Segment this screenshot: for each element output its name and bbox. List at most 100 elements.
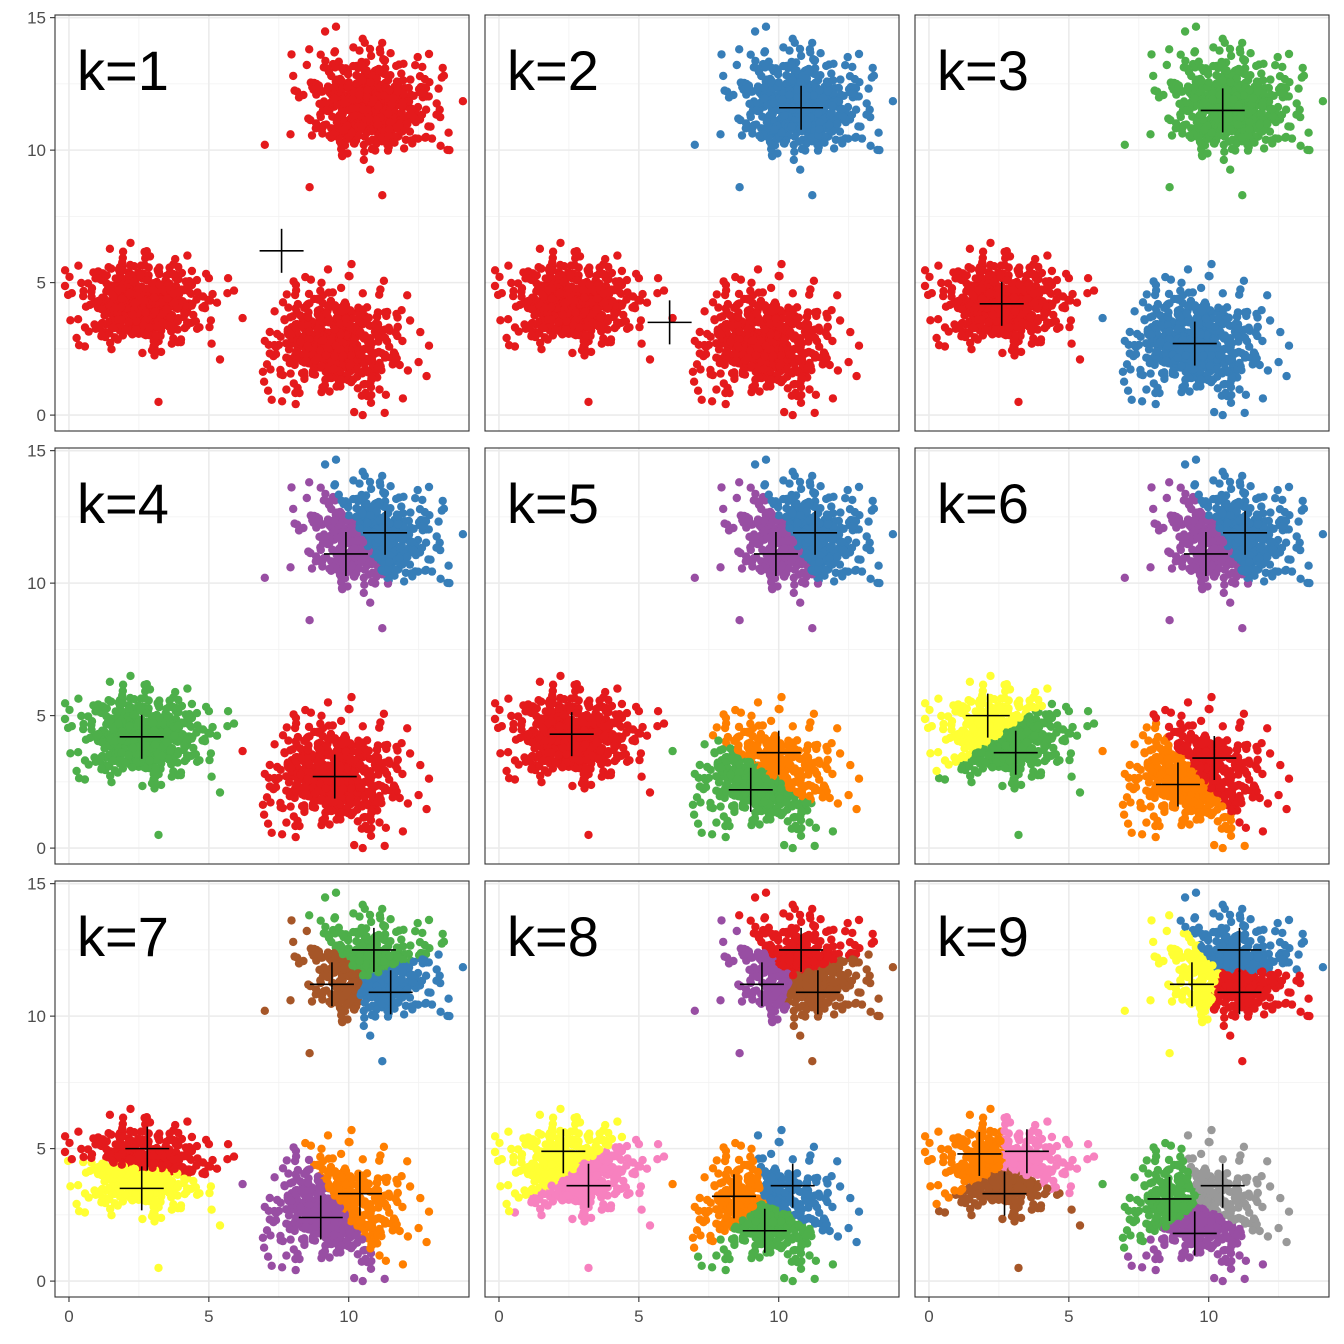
data-point-red [754,302,762,310]
data-point-red [125,271,133,279]
data-point-red [1066,296,1074,304]
data-point-red [1009,286,1017,294]
data-point-red [571,308,579,316]
data-point-red [74,315,82,323]
data-point-red [544,274,552,282]
data-point-red [712,385,720,393]
data-point-red [524,274,532,282]
data-point-red [224,274,232,282]
data-point-red [725,389,733,397]
data-point-red [66,316,74,324]
data-point-blue [1165,290,1173,298]
data-point-red [1018,319,1026,327]
data-point-red [308,131,316,139]
data-point-red [94,297,102,305]
data-point-red [392,62,400,70]
data-point-red [188,267,196,275]
data-point-red [628,303,636,311]
data-point-red [548,295,556,303]
data-point-red [964,263,972,271]
data-point-red [769,352,777,360]
data-point-red [1000,261,1008,269]
data-point-blue [820,139,828,147]
data-point-red [934,315,942,323]
data-point-blue [780,139,788,147]
data-point-red [325,132,333,140]
data-point-red [205,274,213,282]
data-point-red [75,341,83,349]
data-point-red [266,349,274,357]
data-point-red [358,61,366,69]
data-point-red [921,282,929,290]
data-point-red [283,290,291,298]
data-point-red [798,339,806,347]
data-point-blue [762,23,770,31]
data-point-red [811,308,819,316]
data-point-red [1028,340,1036,348]
data-point-red [1065,274,1073,282]
data-point-red [368,145,376,153]
data-point-blue [1152,281,1160,289]
data-point-red [367,374,375,382]
data-point-red [646,355,654,363]
data-point-red [498,289,506,297]
data-point-red [74,262,82,270]
data-point-red [753,309,761,317]
data-point-red [504,315,512,323]
data-point-red [366,166,374,174]
data-point-red [598,340,606,348]
data-point-red [319,336,327,344]
data-point-red [722,347,730,355]
data-point-red [324,302,332,310]
data-point-blue [1285,342,1293,350]
y-tick-label: 0 [37,406,46,425]
data-point-red [549,248,557,256]
data-point-red [705,341,713,349]
data-point-red [787,351,795,359]
data-point-red [368,339,376,347]
data-point-red [406,75,414,83]
data-point-red [289,72,297,80]
data-point-blue [1119,368,1127,376]
data-point-red [331,325,339,333]
data-point-red [570,261,578,269]
data-point-red [737,276,745,284]
data-point-red [375,324,383,332]
data-point-red [384,109,392,117]
data-point-red [389,360,397,368]
data-point-red [556,239,564,247]
data-point-red [357,351,365,359]
data-point-red [331,301,339,309]
data-point-red [339,352,347,360]
data-point-red [330,352,338,360]
data-point-red [317,279,325,287]
data-point-red [350,139,358,147]
data-point-red [939,287,947,295]
data-point-blue [1155,389,1163,397]
data-point-red [1010,293,1018,301]
data-point-red [332,23,340,31]
data-point-blue [804,121,812,129]
data-point-red [716,359,724,367]
panel-title: k=2 [507,39,599,102]
data-point-blue [733,61,741,69]
data-point-red [375,359,383,367]
data-point-red [568,349,576,357]
data-point-red [772,314,780,322]
data-point-red [330,83,338,91]
data-point-red [819,360,827,368]
data-point-red [292,400,300,408]
data-point-red [836,316,844,324]
data-point-red [304,308,312,316]
data-point-red [439,64,447,72]
data-point-red [985,289,993,297]
data-point-blue [1185,374,1193,382]
data-point-red [386,49,394,57]
data-point-red [1058,303,1066,311]
data-point-blue [1146,369,1154,377]
data-point-red [206,296,214,304]
data-point-red [610,309,618,317]
data-point-red [1045,277,1053,285]
data-point-red [935,341,943,349]
data-point-blue [1158,369,1166,377]
